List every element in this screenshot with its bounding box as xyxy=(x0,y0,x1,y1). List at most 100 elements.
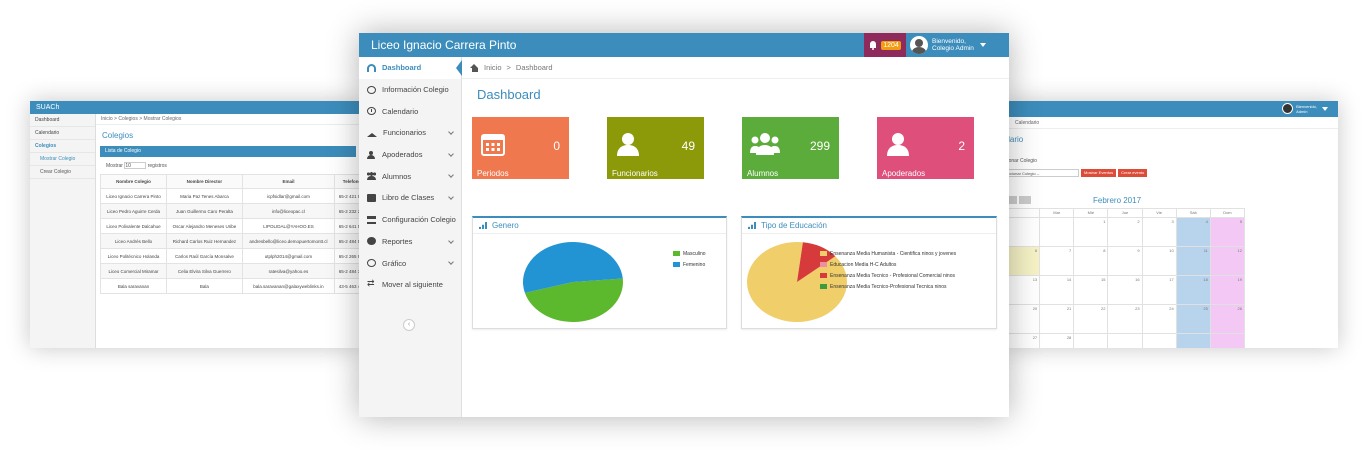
table-row: Liceo Ignacio Carrera Pinto Maria Paz Ten… xyxy=(100,188,360,204)
create-event-button[interactable]: Crear evento xyxy=(1118,169,1148,177)
chevron-down-icon xyxy=(448,237,454,244)
calendar-day[interactable] xyxy=(1005,217,1041,247)
pie-slice-0[interactable] xyxy=(524,278,623,322)
table-cell: Celia Elvira Silva Guerrero xyxy=(165,263,243,279)
brand-title[interactable]: Liceo Ignacio Carrera Pinto xyxy=(371,38,517,52)
breadcrumb-home[interactable]: Inicio xyxy=(484,63,502,72)
user-icon xyxy=(885,131,911,157)
calendar-day[interactable]: 2 xyxy=(1107,217,1143,247)
table-header[interactable]: Nombre Colegio xyxy=(100,174,167,189)
calendar-day[interactable]: 20 xyxy=(1005,304,1041,334)
sidebar-item-informaci-n-colegio[interactable]: Información Colegio xyxy=(359,79,461,101)
left-sidebar-item[interactable]: Colegios xyxy=(30,140,95,153)
prev-month-button[interactable] xyxy=(1005,196,1017,204)
stat-box-funcionarios[interactable]: 49 Funcionarios xyxy=(607,117,704,179)
next-month-button[interactable] xyxy=(1019,196,1031,204)
sidebar-item-label: Información Colegio xyxy=(382,85,449,95)
notifications-button[interactable]: 1204 xyxy=(864,33,906,57)
calendar-day[interactable]: 5 xyxy=(1209,217,1246,247)
calendar-day[interactable]: 6 xyxy=(1005,246,1041,276)
right-page-title: ndario xyxy=(1005,135,1024,144)
sidebar-item-mover-al-siguiente[interactable]: Mover al siguiente xyxy=(359,274,461,296)
sidebar-item-libro-de-clases[interactable]: Libro de Clases xyxy=(359,187,461,209)
stat-box-alumnos[interactable]: 299 Alumnos xyxy=(742,117,839,179)
calendar-day[interactable]: 19 xyxy=(1209,275,1246,305)
calendar-title: Febrero 2017 xyxy=(1093,196,1142,205)
stat-box-apoderados[interactable]: 2 Apoderados xyxy=(877,117,974,179)
calendar-day[interactable]: 7 xyxy=(1039,246,1075,276)
calendar-day[interactable]: 17 xyxy=(1141,275,1177,305)
user-menu[interactable]: Bienvenido, Colegio Admin xyxy=(907,33,1009,57)
calendar-day[interactable] xyxy=(1107,333,1143,348)
calendar-day[interactable]: 18 xyxy=(1175,275,1211,305)
sidebar-item-gr-fico[interactable]: Gráfico xyxy=(359,252,461,274)
sidebar-item-dashboard[interactable]: Dashboard xyxy=(359,57,462,79)
calendar-day[interactable]: 9 xyxy=(1107,246,1143,276)
calendar-day-header xyxy=(1005,208,1041,218)
legend-swatch xyxy=(673,262,680,267)
calendar-day[interactable]: 3 xyxy=(1141,217,1177,247)
stat-box-periodos[interactable]: 0 Periodos xyxy=(472,117,569,179)
sidebar-item-funcionarios[interactable]: Funcionarios xyxy=(359,122,461,144)
user-greeting: Bienvenido, xyxy=(932,38,966,45)
table-cell: icpfsidlar@gmail.com xyxy=(241,188,336,204)
sidebar-item-reportes[interactable]: Reportes xyxy=(359,231,461,253)
sidebar-item-configuraci-n-colegio[interactable]: Configuración Colegio xyxy=(359,209,461,231)
calendar-day[interactable]: 23 xyxy=(1107,304,1143,334)
select-colegio[interactable]: ccionar Colegio -- xyxy=(1005,169,1079,177)
calendar-day[interactable]: 13 xyxy=(1005,275,1041,305)
chevron-down-icon xyxy=(448,150,454,157)
show-select[interactable]: 10 xyxy=(124,162,147,169)
calendar-day[interactable]: 10 xyxy=(1141,246,1177,276)
calendar-day[interactable]: 8 xyxy=(1073,246,1109,276)
left-sidebar-item[interactable]: Calendario xyxy=(30,127,95,140)
calendar-day[interactable] xyxy=(1073,333,1109,348)
sidebar-item-apoderados[interactable]: Apoderados xyxy=(359,144,461,166)
calendar-day[interactable]: 24 xyxy=(1141,304,1177,334)
stat-label: Alumnos xyxy=(747,169,779,178)
pie-slice-1[interactable] xyxy=(523,241,623,293)
calendar-day[interactable]: 16 xyxy=(1107,275,1143,305)
calendar-day[interactable] xyxy=(1039,217,1075,247)
table-header[interactable]: Telefono xyxy=(334,174,360,189)
user-icon xyxy=(615,131,641,157)
background-screenshot-calendario: Bienvenido,Admin Calendario ndario ciona… xyxy=(1005,101,1338,348)
sidebar-item-alumnos[interactable]: Alumnos xyxy=(359,165,461,187)
calendar-day[interactable] xyxy=(1209,333,1246,348)
calendar-day[interactable]: 22 xyxy=(1073,304,1109,334)
calendar-grid: Mar Mié Jue Vie Sáb Dom 1 2 3 4 5 6 7 8 9 10 11 12 13 14 15… xyxy=(1005,208,1246,348)
left-sidebar-item[interactable]: Crear Colegio xyxy=(30,166,95,179)
collapse-sidebar-button[interactable]: ‹ xyxy=(403,319,415,331)
calendar-day[interactable]: 15 xyxy=(1073,275,1109,305)
calendar-day[interactable]: 11 xyxy=(1175,246,1211,276)
calendar-day[interactable]: 26 xyxy=(1209,304,1246,334)
bank-icon xyxy=(367,215,376,224)
calendar-day[interactable] xyxy=(1141,333,1177,348)
calendar-day[interactable]: 4 xyxy=(1175,217,1211,247)
genero-legend: Masculino Femenino xyxy=(673,248,706,270)
calendar-day[interactable]: 12 xyxy=(1209,246,1246,276)
educacion-panel: Tipo de Educación Ensenanza Media Humani… xyxy=(741,216,997,329)
calendar-day[interactable]: 25 xyxy=(1175,304,1211,334)
calendar-day[interactable]: 21 xyxy=(1039,304,1075,334)
right-user-menu[interactable]: Bienvenido, Admin xyxy=(1282,103,1328,114)
legend-label: Ensenanza Media Tecnico - Profesional Co… xyxy=(830,272,955,279)
calendar-day[interactable]: 14 xyxy=(1039,275,1075,305)
table-header[interactable]: Nombre Director xyxy=(165,174,243,189)
table-header[interactable]: Email xyxy=(241,174,336,189)
left-sidebar-item[interactable]: Dashboard xyxy=(30,114,95,127)
table-cell: Liceo Comercial Miramar xyxy=(100,263,167,279)
show-events-button[interactable]: Mostrar Eventos xyxy=(1081,169,1117,177)
calendar-day[interactable]: 27 xyxy=(1005,333,1041,348)
genero-title: Genero xyxy=(492,221,519,230)
calendar-day[interactable] xyxy=(1175,333,1211,348)
sidebar-item-label: Libro de Clases xyxy=(382,193,435,203)
left-sidebar-item[interactable]: Mostrar Colegio xyxy=(30,153,95,166)
sidebar-item-calendario[interactable]: Calendario xyxy=(359,100,461,122)
left-show-entries: Mostrar 10 registros xyxy=(96,157,360,174)
arrows-icon xyxy=(367,278,376,289)
table-cell: Maria Paz Tenes Abarca xyxy=(165,188,243,204)
calendar-day[interactable]: 28 xyxy=(1039,333,1075,348)
calendar-day[interactable]: 1 xyxy=(1073,217,1109,247)
legend-swatch xyxy=(673,251,680,256)
